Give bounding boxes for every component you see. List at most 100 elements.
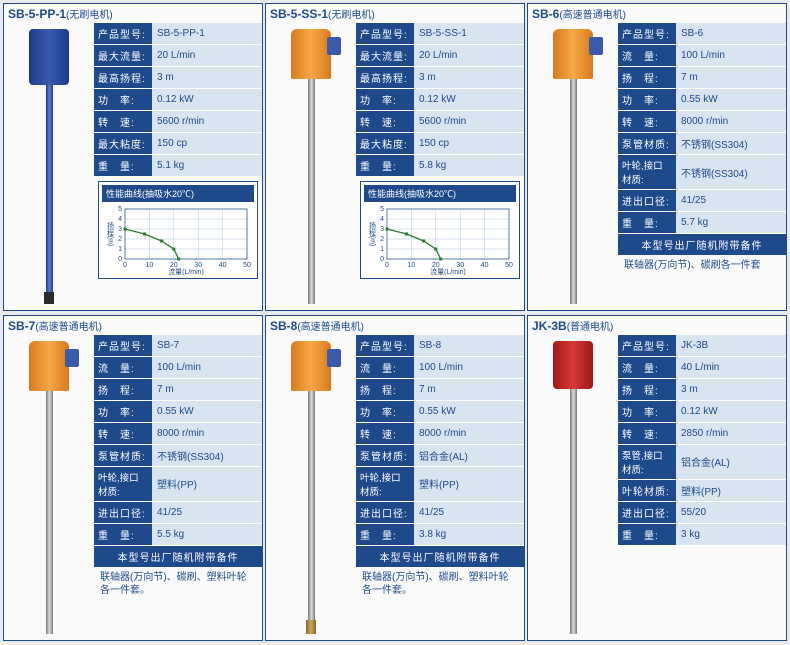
spec-value: 100 L/min xyxy=(152,357,262,378)
spec-value: SB-5-PP-1 xyxy=(152,23,262,44)
card-body: 产品型号: SB-6 流 量: 100 L/min 扬 程: 7 m 功 率: … xyxy=(528,23,786,310)
spec-table: 产品型号: SB-5-PP-1 最大流量: 20 L/min 最高扬程: 3 m… xyxy=(94,23,262,310)
spec-label: 叶轮材质: xyxy=(618,480,676,501)
spec-label: 扬 程: xyxy=(356,379,414,400)
spec-label: 产品型号: xyxy=(94,23,152,44)
product-card-jk3b: JK-3B(普通电机) 产品型号: JK-3B 流 量: 40 L/min 扬 … xyxy=(527,315,787,641)
pump-illustration xyxy=(281,341,341,634)
accessory-header: 本型号出厂随机附带备件 xyxy=(94,546,262,567)
spec-label: 最大粘度: xyxy=(94,133,152,154)
spec-value: 0.12 kW xyxy=(676,401,786,422)
spec-row: 叶轮材质: 塑料(PP) xyxy=(618,480,786,502)
spec-row: 产品型号: SB-7 xyxy=(94,335,262,357)
svg-text:流量(L/min): 流量(L/min) xyxy=(430,267,466,275)
spec-row: 进出口径: 41/25 xyxy=(356,502,524,524)
pump-shaft xyxy=(570,389,577,634)
product-card-sb8: SB-8(高速普通电机) 产品型号: SB-8 流 量: 100 L/min 扬… xyxy=(265,315,525,641)
spec-row: 重 量: 3 kg xyxy=(618,524,786,546)
product-image xyxy=(266,335,356,640)
card-body: 产品型号: SB-5-PP-1 最大流量: 20 L/min 最高扬程: 3 m… xyxy=(4,23,262,310)
spec-label: 最大粘度: xyxy=(356,133,414,154)
svg-text:4: 4 xyxy=(118,216,122,223)
spec-value: 不锈钢(SS304) xyxy=(152,445,262,466)
card-body: 产品型号: JK-3B 流 量: 40 L/min 扬 程: 3 m 功 率: … xyxy=(528,335,786,640)
spec-label: 扬 程: xyxy=(94,379,152,400)
spec-table: 产品型号: SB-6 流 量: 100 L/min 扬 程: 7 m 功 率: … xyxy=(618,23,786,310)
pump-shaft xyxy=(308,79,315,304)
svg-text:20: 20 xyxy=(432,262,440,269)
spec-row: 功 率: 0.12 kW xyxy=(94,89,262,111)
pump-tip xyxy=(306,620,316,634)
spec-row: 最高扬程: 3 m xyxy=(356,67,524,89)
product-subtitle: (无刷电机) xyxy=(66,10,113,21)
product-title: JK-3B xyxy=(532,319,567,333)
spec-label: 重 量: xyxy=(356,155,414,176)
spec-label: 转 速: xyxy=(356,111,414,132)
spec-value: 150 cp xyxy=(414,133,524,154)
spec-row: 功 率: 0.55 kW xyxy=(618,89,786,111)
spec-row: 产品型号: SB-6 xyxy=(618,23,786,45)
spec-label: 最大流量: xyxy=(356,45,414,66)
product-title: SB-8 xyxy=(270,319,297,333)
spec-label: 扬 程: xyxy=(618,67,676,88)
spec-row: 转 速: 5600 r/min xyxy=(356,111,524,133)
spec-row: 功 率: 0.12 kW xyxy=(356,89,524,111)
performance-chart: 性能曲线(抽吸水20℃) 01020304050012345 流量(L/min)… xyxy=(98,181,258,279)
svg-text:40: 40 xyxy=(219,262,227,269)
pump-motor xyxy=(553,29,593,79)
spec-label: 产品型号: xyxy=(356,23,414,44)
spec-value: 0.55 kW xyxy=(152,401,262,422)
spec-value: SB-6 xyxy=(676,23,786,44)
spec-row: 产品型号: SB-5-PP-1 xyxy=(94,23,262,45)
pump-shaft xyxy=(46,85,53,292)
spec-table: 产品型号: JK-3B 流 量: 40 L/min 扬 程: 3 m 功 率: … xyxy=(618,335,786,640)
spec-value: SB-5-SS-1 xyxy=(414,23,524,44)
pump-illustration xyxy=(281,29,341,304)
svg-text:流量(L/min): 流量(L/min) xyxy=(168,267,204,275)
spec-label: 功 率: xyxy=(94,89,152,110)
spec-row: 转 速: 2850 r/min xyxy=(618,423,786,445)
product-subtitle: (高速普通电机) xyxy=(35,322,102,333)
spec-label: 进出口径: xyxy=(618,190,676,211)
spec-row: 转 速: 8000 r/min xyxy=(94,423,262,445)
spec-row: 扬 程: 7 m xyxy=(94,379,262,401)
product-image xyxy=(4,335,94,640)
accessory-note: 联轴器(万向节)、碳刷各一件套 xyxy=(618,255,786,276)
svg-text:1: 1 xyxy=(380,246,384,253)
svg-text:50: 50 xyxy=(243,262,251,269)
accessory-header: 本型号出厂随机附带备件 xyxy=(356,546,524,567)
pump-motor xyxy=(291,341,331,391)
spec-label: 泵管,接口材质: xyxy=(618,445,676,479)
spec-value: 3 m xyxy=(676,379,786,400)
spec-value: SB-8 xyxy=(414,335,524,356)
spec-label: 泵管材质: xyxy=(356,445,414,466)
spec-label: 转 速: xyxy=(94,111,152,132)
spec-label: 进出口径: xyxy=(94,502,152,523)
spec-value: 150 cp xyxy=(152,133,262,154)
spec-label: 重 量: xyxy=(94,155,152,176)
spec-row: 最大流量: 20 L/min xyxy=(94,45,262,67)
pump-illustration xyxy=(19,29,79,304)
svg-text:1: 1 xyxy=(118,246,122,253)
spec-value: 塑料(PP) xyxy=(676,480,786,501)
spec-value: 3 m xyxy=(152,67,262,88)
product-subtitle: (无刷电机) xyxy=(328,10,375,21)
spec-row: 转 速: 8000 r/min xyxy=(356,423,524,445)
card-body: 产品型号: SB-5-SS-1 最大流量: 20 L/min 最高扬程: 3 m… xyxy=(266,23,524,310)
svg-text:扬程(m): 扬程(m) xyxy=(369,221,377,246)
spec-row: 产品型号: JK-3B xyxy=(618,335,786,357)
svg-text:0: 0 xyxy=(123,262,127,269)
spec-value: 100 L/min xyxy=(676,45,786,66)
spec-table: 产品型号: SB-5-SS-1 最大流量: 20 L/min 最高扬程: 3 m… xyxy=(356,23,524,310)
svg-text:30: 30 xyxy=(456,262,464,269)
spec-row: 扬 程: 7 m xyxy=(618,67,786,89)
card-title: SB-5-PP-1(无刷电机) xyxy=(4,4,262,23)
spec-value: 20 L/min xyxy=(152,45,262,66)
svg-text:2: 2 xyxy=(118,236,122,243)
spec-label: 扬 程: xyxy=(618,379,676,400)
spec-value: 8000 r/min xyxy=(676,111,786,132)
chart-title: 性能曲线(抽吸水20℃) xyxy=(364,185,516,202)
card-body: 产品型号: SB-8 流 量: 100 L/min 扬 程: 7 m 功 率: … xyxy=(266,335,524,640)
spec-value: 55/20 xyxy=(676,502,786,523)
spec-value: 100 L/min xyxy=(414,357,524,378)
